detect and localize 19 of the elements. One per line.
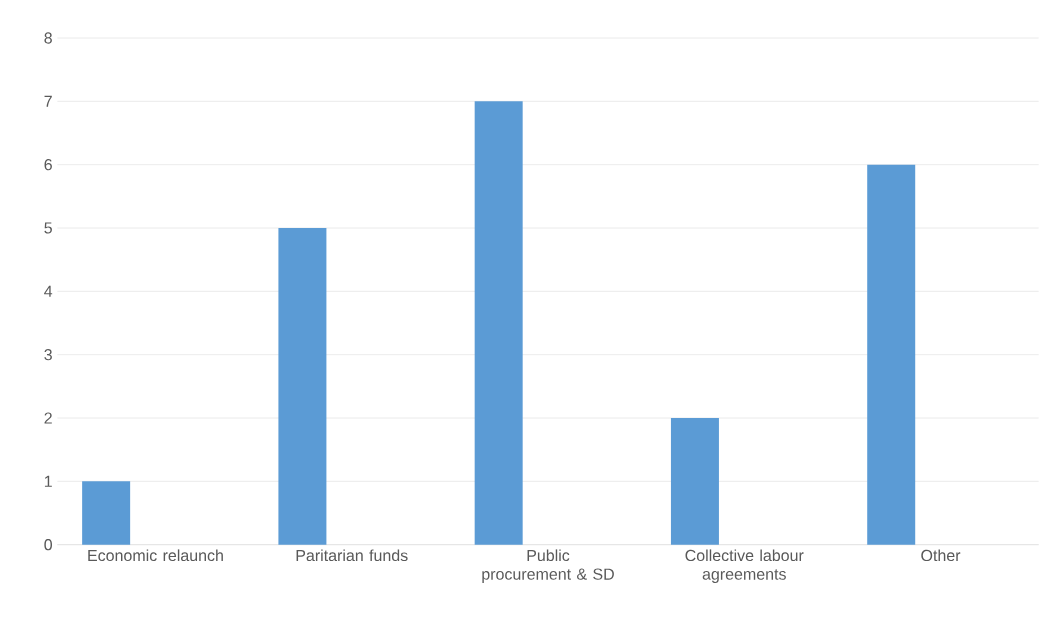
y-tick-label: 6 <box>44 159 52 171</box>
bar <box>474 101 523 545</box>
y-tick-label: 7 <box>44 95 52 107</box>
y-tick-label: 3 <box>44 349 52 361</box>
y-tick-label: 4 <box>44 285 53 297</box>
bar <box>82 481 131 545</box>
x-tick-label: Economic relaunch <box>88 549 223 562</box>
y-tick-label: 5 <box>44 222 52 234</box>
y-tick-label: 0 <box>44 539 53 551</box>
bar <box>278 228 327 545</box>
bar <box>867 164 916 545</box>
x-tick-label: Public procurement & SD <box>482 549 614 583</box>
y-tick-label: 2 <box>44 412 52 424</box>
y-tick-label: 8 <box>44 32 52 44</box>
x-tick-label: Other <box>921 549 961 562</box>
x-tick-label: Collective labour agreements <box>685 549 804 583</box>
y-tick-label: 1 <box>44 475 52 487</box>
bar <box>670 418 719 545</box>
x-tick-label: Paritarian funds <box>296 549 408 562</box>
